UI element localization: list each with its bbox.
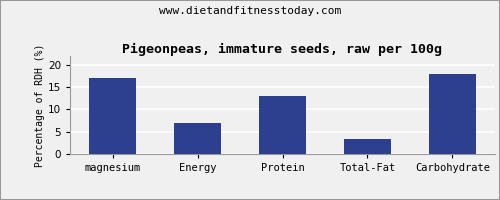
Bar [174,123,221,154]
Title: Pigeonpeas, immature seeds, raw per 100g: Pigeonpeas, immature seeds, raw per 100g [122,43,442,56]
Bar [344,139,391,154]
Bar [259,96,306,154]
Bar [429,74,476,154]
Text: www.dietandfitnesstoday.com: www.dietandfitnesstoday.com [159,6,341,16]
Bar [90,78,136,154]
Y-axis label: Percentage of RDH (%): Percentage of RDH (%) [35,43,45,167]
